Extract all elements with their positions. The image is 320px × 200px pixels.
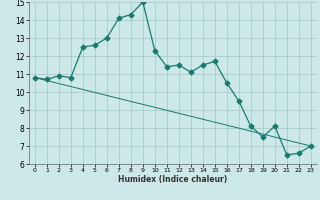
X-axis label: Humidex (Indice chaleur): Humidex (Indice chaleur) (118, 175, 228, 184)
